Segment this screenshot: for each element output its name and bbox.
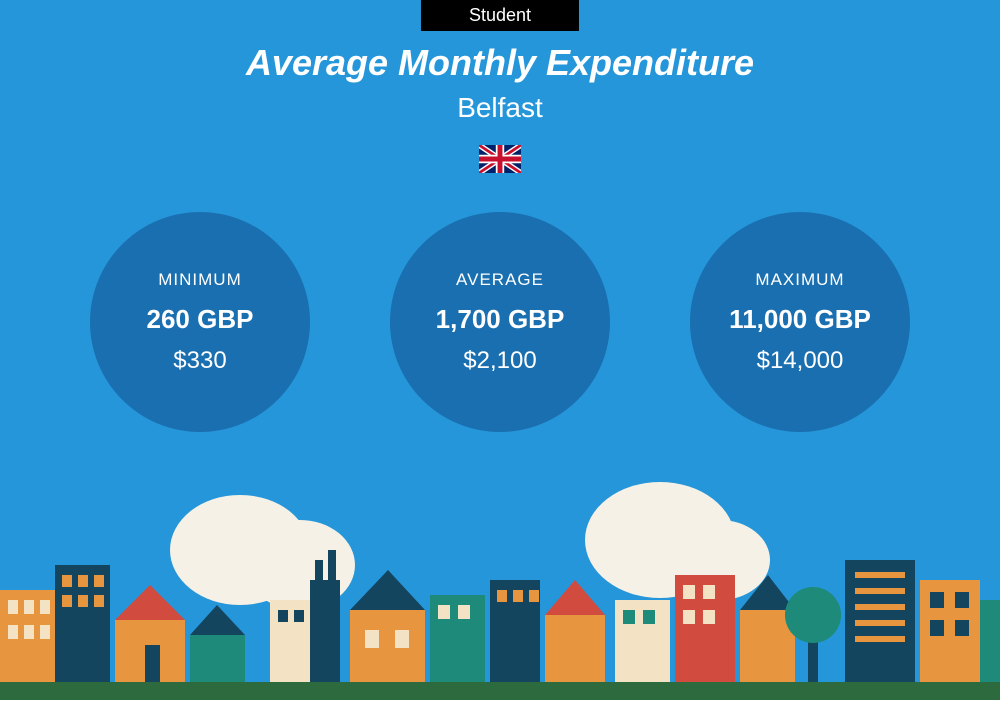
city-name: Belfast: [0, 92, 1000, 124]
ground: [0, 682, 1000, 700]
circle-average: AVERAGE 1,700 GBP $2,100: [390, 212, 610, 432]
circle-usd: $330: [173, 347, 226, 375]
category-badge: Student: [421, 0, 579, 31]
city-skyline-illustration: [0, 480, 1000, 700]
uk-flag-icon: [479, 145, 521, 173]
badge-text: Student: [469, 5, 531, 25]
circle-gbp: 1,700 GBP: [436, 304, 565, 335]
circle-minimum: MINIMUM 260 GBP $330: [90, 212, 310, 432]
page-title: Average Monthly Expenditure: [0, 42, 1000, 84]
expenditure-circles: MINIMUM 260 GBP $330 AVERAGE 1,700 GBP $…: [0, 212, 1000, 432]
circle-usd: $14,000: [757, 347, 844, 375]
circle-gbp: 260 GBP: [147, 304, 254, 335]
circle-gbp: 11,000 GBP: [729, 304, 871, 335]
circle-label: MAXIMUM: [755, 270, 844, 290]
circle-maximum: MAXIMUM 11,000 GBP $14,000: [690, 212, 910, 432]
circle-label: MINIMUM: [158, 270, 241, 290]
circle-usd: $2,100: [463, 347, 536, 375]
circle-label: AVERAGE: [456, 270, 544, 290]
